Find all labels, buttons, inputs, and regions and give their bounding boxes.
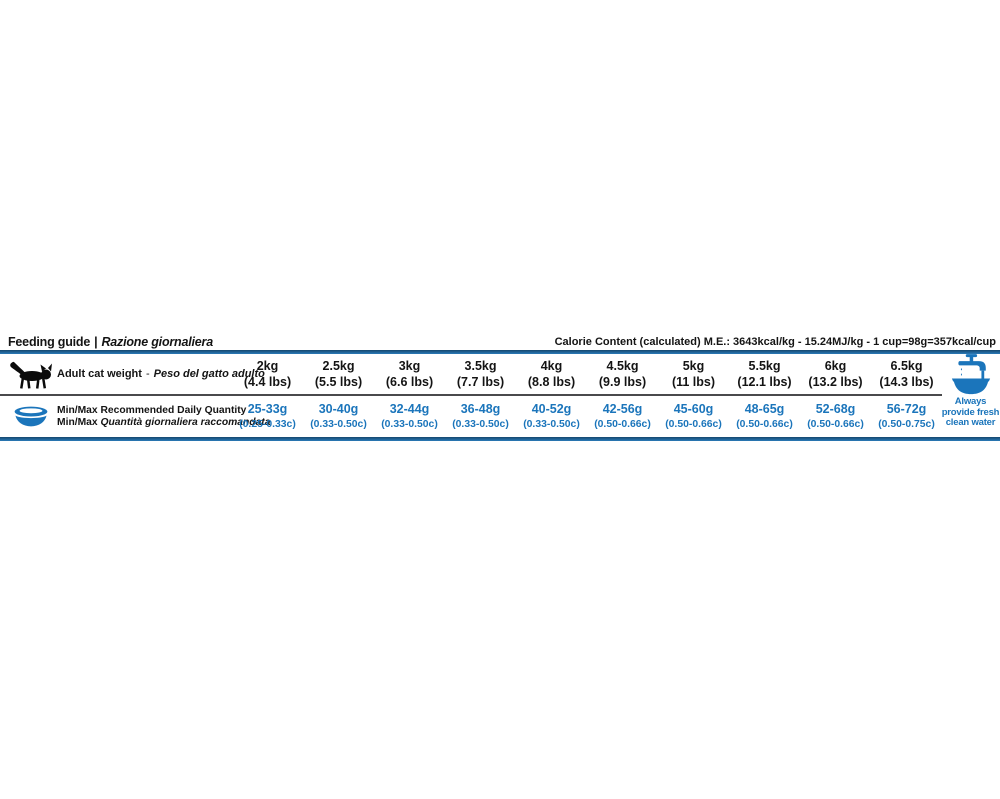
- weight-lbs: (9.9 lbs): [598, 375, 647, 389]
- weight-lbs: (11 lbs): [671, 375, 716, 389]
- row-divider: [0, 394, 942, 396]
- weight-lbs: (4.4 lbs): [243, 375, 292, 389]
- weight-cell: 5kg (11 lbs): [658, 354, 729, 394]
- faucet-water-bowl-icon: [941, 354, 1000, 396]
- weight-cell: 3.5kg (7.7 lbs): [445, 354, 516, 394]
- quantity-row: Min/Max Recommended Daily Quantity Min/M…: [0, 396, 1000, 437]
- quantity-cell: 52-68g (0.50-0.66c): [800, 396, 871, 437]
- quantity-grams: 42-56g: [602, 401, 643, 416]
- weight-cell: 4kg (8.8 lbs): [516, 354, 587, 394]
- weight-lbs: (5.5 lbs): [314, 375, 363, 389]
- water-reminder-line3: clean water: [945, 417, 996, 428]
- weight-cell: 3kg (6.6 lbs): [374, 354, 445, 394]
- quantity-cell: 30-40g (0.33-0.50c): [303, 396, 374, 437]
- quantity-grams: 30-40g: [318, 401, 359, 416]
- quantity-grams: 36-48g: [460, 401, 501, 416]
- weight-label-it: Peso del gatto adulto: [153, 368, 265, 380]
- quantity-cups: (0.33-0.50c): [381, 418, 438, 430]
- quantity-cell: 32-44g (0.33-0.50c): [374, 396, 445, 437]
- weight-label-separator: -: [145, 368, 150, 380]
- quantity-grams: 45-60g: [673, 401, 714, 416]
- weight-row-label: Adult cat weight - Peso del gatto adulto: [57, 354, 265, 394]
- quantity-cups: (0.50-0.66c): [736, 418, 793, 430]
- weight-row: Adult cat weight - Peso del gatto adulto 2…: [0, 354, 1000, 394]
- quantity-cups: (0.25-0.33c): [239, 418, 296, 430]
- section-title-it: Razione giornaliera: [101, 335, 213, 349]
- weight-cell: 2.5kg (5.5 lbs): [303, 354, 374, 394]
- quantity-columns: 25-33g (0.25-0.33c) 30-40g (0.33-0.50c) …: [232, 396, 942, 437]
- cat-icon: [8, 361, 52, 389]
- quantity-cell: 42-56g (0.50-0.66c): [587, 396, 658, 437]
- quantity-cell: 48-65g (0.50-0.66c): [729, 396, 800, 437]
- quantity-cups: (0.33-0.50c): [523, 418, 580, 430]
- water-reminder-line1: Always: [954, 396, 987, 407]
- weight-lbs: (6.6 lbs): [385, 375, 434, 389]
- weight-kg: 4.5kg: [606, 359, 639, 373]
- weight-kg: 3kg: [398, 359, 421, 373]
- quantity-cups: (0.50-0.66c): [594, 418, 651, 430]
- weight-kg: 5kg: [682, 359, 705, 373]
- weight-kg: 2.5kg: [322, 359, 355, 373]
- quantity-cups: (0.50-0.66c): [665, 418, 722, 430]
- quantity-label-line2: Min/Max Quantità giornaliera raccomandat…: [57, 417, 270, 429]
- quantity-cell: 56-72g (0.50-0.75c): [871, 396, 942, 437]
- water-reminder: Always provide fresh clean water: [941, 354, 1000, 438]
- quantity-row-label: Min/Max Recommended Daily Quantity Min/M…: [57, 396, 270, 437]
- quantity-grams: 48-65g: [744, 401, 785, 416]
- water-reminder-text: Always provide fresh clean water: [941, 396, 1000, 429]
- feeding-guide-table: Feeding guide | Razione giornaliera Calori…: [0, 330, 1000, 444]
- weight-lbs: (12.1 lbs): [737, 375, 792, 389]
- weight-lbs: (7.7 lbs): [456, 375, 505, 389]
- quantity-grams: 40-52g: [531, 401, 572, 416]
- section-title-en: Feeding guide: [8, 335, 91, 349]
- weight-lbs: (8.8 lbs): [527, 375, 576, 389]
- weight-lbs: (14.3 lbs): [879, 375, 934, 389]
- section-title: Feeding guide | Razione giornaliera: [8, 335, 213, 349]
- quantity-label-line2-prefix: Min/Max: [57, 416, 98, 428]
- quantity-grams: 52-68g: [815, 401, 856, 416]
- quantity-cell: 36-48g (0.33-0.50c): [445, 396, 516, 437]
- top-divider: [0, 350, 1000, 354]
- weight-cell: 4.5kg (9.9 lbs): [587, 354, 658, 394]
- weight-kg: 4kg: [540, 359, 563, 373]
- weight-kg: 2kg: [256, 359, 279, 373]
- quantity-label-line2-it: Quantità giornaliera raccomandata: [100, 416, 271, 428]
- weight-kg: 6kg: [824, 359, 847, 373]
- table-header: Feeding guide | Razione giornaliera Calori…: [8, 330, 996, 350]
- quantity-cups: (0.50-0.66c): [807, 418, 864, 430]
- food-bowl-icon: [13, 405, 49, 428]
- weight-kg: 3.5kg: [464, 359, 497, 373]
- quantity-label-line1: Min/Max Recommended Daily Quantity: [57, 404, 247, 416]
- quantity-cups: (0.33-0.50c): [452, 418, 509, 430]
- section-title-separator: |: [94, 335, 98, 349]
- weight-columns: 2kg (4.4 lbs) 2.5kg (5.5 lbs) 3kg (6.6 l…: [232, 354, 942, 394]
- quantity-cups: (0.33-0.50c): [310, 418, 367, 430]
- weight-cell: 6.5kg (14.3 lbs): [871, 354, 942, 394]
- bottom-divider: [0, 437, 1000, 441]
- weight-kg: 6.5kg: [890, 359, 923, 373]
- weight-kg: 5.5kg: [748, 359, 781, 373]
- weight-cell: 6kg (13.2 lbs): [800, 354, 871, 394]
- quantity-cell: 25-33g (0.25-0.33c): [232, 396, 303, 437]
- quantity-cell: 40-52g (0.33-0.50c): [516, 396, 587, 437]
- weight-cell: 5.5kg (12.1 lbs): [729, 354, 800, 394]
- quantity-grams: 25-33g: [247, 401, 288, 416]
- quantity-grams: 56-72g: [886, 401, 927, 416]
- weight-cell: 2kg (4.4 lbs): [232, 354, 303, 394]
- calorie-content-note: Calorie Content (calculated) M.E.: 3643k…: [554, 336, 996, 348]
- quantity-cell: 45-60g (0.50-0.66c): [658, 396, 729, 437]
- water-reminder-line2: provide fresh: [941, 406, 1000, 418]
- weight-label-en: Adult cat weight: [57, 368, 142, 380]
- quantity-cups: (0.50-0.75c): [878, 418, 935, 430]
- weight-lbs: (13.2 lbs): [808, 375, 863, 389]
- quantity-grams: 32-44g: [389, 401, 430, 416]
